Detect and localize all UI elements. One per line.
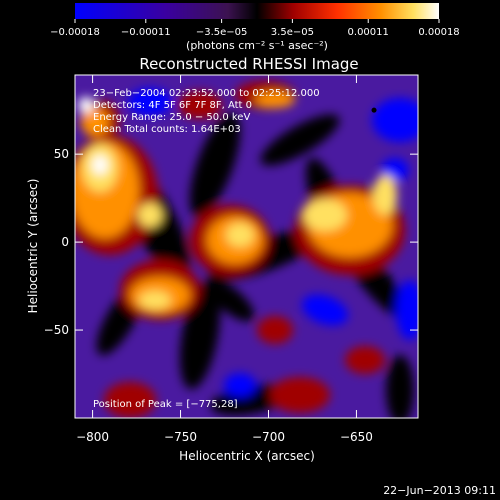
annotation-detectors: Detectors: 4F 5F 6F 7F 8F, Att 0 [93, 100, 252, 111]
heatmap-blob [373, 175, 397, 215]
colorbar-tick-label: −3.5e−05 [196, 27, 248, 38]
heatmap-blob [138, 203, 162, 227]
annotation-time: 23−Feb−2004 02:23:52.000 to 02:25:12.000 [93, 88, 320, 99]
annotation-block: 23−Feb−2004 02:23:52.000 to 02:25:12.000… [93, 88, 320, 135]
heatmap-blob [81, 108, 109, 136]
chart-title: Reconstructed RHESSI Image [139, 55, 358, 73]
plot-frame [74, 74, 419, 419]
peak-marker [371, 107, 377, 113]
heatmap-blob [226, 223, 254, 247]
colorbar-tick-label: 0.00011 [348, 27, 389, 38]
heatmap-blob [104, 382, 156, 418]
heatmap-blob [205, 278, 255, 322]
heatmap-blob [270, 377, 330, 413]
colorbar-unit-label: (photons cm⁻² s⁻¹ asec⁻²) [186, 39, 328, 52]
peak-position-label: Position of Peak = [−775,28] [93, 399, 238, 410]
timestamp: 22−Jun−2013 09:11 [383, 484, 496, 497]
heatmap-blob [396, 280, 418, 340]
heatmap-blob [345, 346, 385, 374]
heatmap-blob [92, 155, 108, 175]
heatmap-blob [189, 112, 241, 218]
y-tick-label: −50 [44, 323, 69, 337]
heatmap-blob [178, 91, 222, 119]
y-tick-label: 50 [54, 147, 69, 161]
heatmap-blob [78, 97, 94, 113]
heatmap-blob [224, 373, 256, 397]
heatmap-blob [386, 355, 414, 418]
heatmap-blob [139, 291, 171, 309]
x-axis-label: Heliocentric X (arcsec) [179, 449, 315, 463]
heatmap-blob [255, 92, 295, 108]
heatmap-blob [303, 199, 347, 231]
colorbar-tick-label: −0.00018 [50, 27, 100, 38]
x-tick-label: −650 [340, 430, 373, 444]
annotation-energy: Energy Range: 25.0 − 50.0 keV [93, 112, 250, 123]
heatmap-blob [372, 98, 418, 142]
x-tick-label: −700 [252, 430, 285, 444]
colorbar-tick-label: 0.00018 [418, 27, 459, 38]
heatmap-blob [257, 316, 293, 344]
heatmap-blob [260, 114, 340, 166]
colorbar-tick-label: 3.5e−05 [271, 27, 314, 38]
heatmap-blob [128, 88, 172, 116]
heatmap-blob [301, 294, 349, 326]
y-tick-label: 0 [61, 235, 69, 249]
colorbar [75, 3, 439, 19]
x-tick-label: −800 [76, 430, 109, 444]
colorbar-ticks: −0.00018 −0.00011 −3.5e−05 3.5e−05 0.00011 0.… [50, 19, 460, 38]
x-tick-label: −750 [164, 430, 197, 444]
colorbar-tick-label: −0.00011 [121, 27, 171, 38]
y-axis-label: Heliocentric Y (arcsec) [26, 179, 40, 314]
heatmap-image [75, 75, 418, 418]
annotation-counts: Clean Total counts: 1.64E+03 [93, 124, 241, 135]
axis-ticks: −800 −750 −700 −650 50 0 −50 [44, 75, 418, 444]
